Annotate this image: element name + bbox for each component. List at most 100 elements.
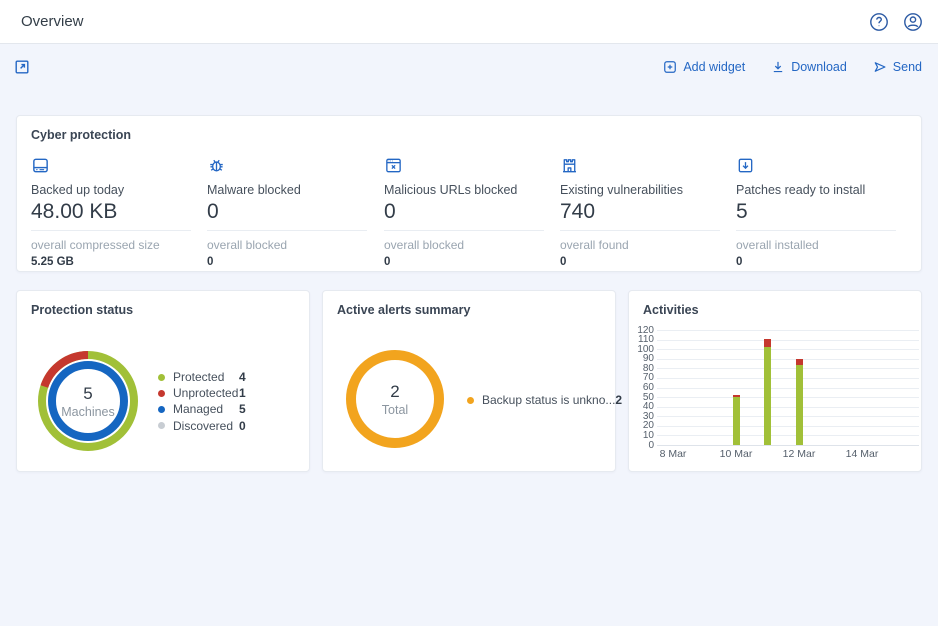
stat-sub-label: overall installed [736,238,898,252]
account-icon[interactable] [903,12,923,32]
active-alerts-legend: Backup status is unkno... 2 [467,392,609,408]
stat-sub-label: overall blocked [207,238,369,252]
activity-bar-success [733,397,740,445]
gridline [657,330,919,331]
divider [560,230,720,231]
protected-dot-icon [158,374,165,381]
legend-item-protected[interactable]: Protected 4 [158,369,246,385]
active-alerts-title: Active alerts summary [337,303,470,317]
x-axis-tick-label: 8 Mar [646,448,700,460]
gridline [657,407,919,408]
fullscreen-expand-icon[interactable] [14,59,30,75]
malware-bug-icon [207,156,226,175]
y-axis-tick-label: 110 [629,334,654,345]
y-axis-tick-label: 80 [629,363,654,374]
y-axis-tick-label: 60 [629,382,654,393]
activity-bar-success [764,347,771,445]
top-header: Overview [0,0,938,44]
cyber-protection-card: Cyber protection Backed up today 48.00 K… [16,115,922,272]
stat-sub-label: overall found [560,238,722,252]
stat-sub-value: 0 [384,256,546,268]
y-axis-tick-label: 30 [629,411,654,422]
activities-card: Activities 01020304050607080901001101208… [628,290,922,472]
stat-sub-label: overall compressed size [31,238,193,252]
add-widget-icon [663,60,677,74]
discovered-dot-icon [158,422,165,429]
stat-value: 0 [384,199,546,225]
add-widget-label: Add widget [683,60,745,74]
malicious-url-icon [384,156,403,175]
legend-item-unprotected[interactable]: Unprotected 1 [158,385,246,401]
unprotected-dot-icon [158,390,165,397]
stat-malicious-urls-blocked[interactable]: Malicious URLs blocked 0 overall blocked… [384,156,546,268]
divider [736,230,896,231]
active-alerts-card: Active alerts summary 2 Total Backup sta… [322,290,616,472]
managed-arc [52,365,124,437]
x-axis-tick-label: 14 Mar [835,448,889,460]
stat-label: Patches ready to install [736,183,898,197]
vulnerability-castle-icon [560,156,579,175]
backup-drive-icon [31,156,50,175]
stat-label: Malware blocked [207,183,369,197]
activity-bar-error [796,359,803,366]
gridline [657,445,919,446]
y-axis-tick-label: 100 [629,344,654,355]
add-widget-button[interactable]: Add widget [663,60,745,74]
stat-sub-value: 0 [560,256,722,268]
activity-bar-error [764,339,771,348]
gridline [657,416,919,417]
stat-sub-value: 0 [736,256,898,268]
legend-value: 4 [239,370,246,384]
toolbar-actions: Add widget Download Send [663,60,922,74]
legend-item-managed[interactable]: Managed 5 [158,401,246,417]
gridline [657,435,919,436]
stat-label: Malicious URLs blocked [384,183,546,197]
gridline [657,349,919,350]
cyber-protection-title: Cyber protection [31,128,131,142]
stat-value: 5 [736,199,898,225]
stat-malware-blocked[interactable]: Malware blocked 0 overall blocked 0 [207,156,369,268]
page-title: Overview [21,13,84,30]
activities-chart[interactable]: 01020304050607080901001101208 Mar10 Mar1… [629,291,921,471]
download-button[interactable]: Download [771,60,847,74]
y-axis-tick-label: 50 [629,392,654,403]
stat-backed-up-today[interactable]: Backed up today 48.00 KB overall compres… [31,156,193,268]
legend-label: Discovered [173,419,239,433]
alert-dot-icon [467,397,474,404]
legend-item-discovered[interactable]: Discovered 0 [158,418,246,434]
protection-status-title: Protection status [31,303,133,317]
x-axis-tick-label: 10 Mar [709,448,763,460]
download-label: Download [791,60,847,74]
legend-label: Unprotected [173,386,239,400]
stat-existing-vulnerabilities[interactable]: Existing vulnerabilities 740 overall fou… [560,156,722,268]
y-axis-tick-label: 20 [629,420,654,431]
divider [207,230,367,231]
legend-value: 1 [239,386,246,400]
legend-value: 2 [615,393,622,407]
stat-sub-value: 0 [207,256,369,268]
active-alerts-donut[interactable]: 2 Total [343,347,447,451]
send-button[interactable]: Send [873,60,922,74]
patch-install-icon [736,156,755,175]
x-axis-tick-label: 12 Mar [772,448,826,460]
dashboard-toolbar: Add widget Download Send [0,44,938,90]
gridline [657,378,919,379]
stat-label: Backed up today [31,183,193,197]
legend-value: 0 [239,419,246,433]
alerts-ring [351,355,439,443]
protection-status-donut[interactable]: 5 Machines [36,349,140,453]
download-icon [771,60,785,74]
gridline [657,426,919,427]
y-axis-tick-label: 40 [629,401,654,412]
stat-sub-label: overall blocked [384,238,546,252]
divider [31,230,191,231]
help-icon[interactable] [869,12,889,32]
stat-sub-value: 5.25 GB [31,256,193,268]
header-icons [869,12,923,32]
send-label: Send [893,60,922,74]
legend-value: 5 [239,402,246,416]
protection-status-legend: Protected 4 Unprotected 1 Managed 5 Disc… [158,369,246,434]
y-axis-tick-label: 90 [629,353,654,364]
legend-item-backup-status-unknown[interactable]: Backup status is unkno... 2 [467,392,609,408]
stat-patches-ready[interactable]: Patches ready to install 5 overall insta… [736,156,898,268]
